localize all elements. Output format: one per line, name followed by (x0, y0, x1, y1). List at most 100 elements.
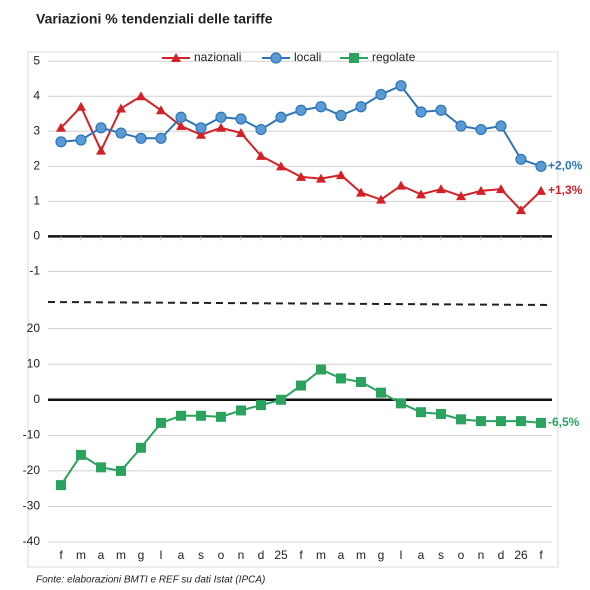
marker (136, 442, 146, 453)
x-tick-label: m (116, 548, 126, 562)
y-tick-label: -30 (23, 499, 41, 513)
y-tick-label: 20 (27, 321, 41, 335)
marker (476, 416, 486, 427)
marker (96, 462, 106, 473)
legend-label: locali (294, 50, 321, 64)
marker (95, 122, 107, 134)
marker (336, 170, 346, 180)
marker (536, 185, 546, 195)
marker (295, 104, 307, 116)
marker (535, 160, 547, 172)
x-tick-label: a (98, 548, 105, 562)
end-label: -6,5% (548, 415, 580, 429)
marker (76, 101, 86, 111)
y-tick-label: 0 (33, 392, 40, 406)
marker (275, 111, 287, 123)
marker (215, 111, 227, 123)
marker (256, 400, 266, 411)
x-tick-label: f (299, 548, 303, 562)
marker (135, 132, 147, 144)
legend-label: regolate (372, 50, 416, 64)
marker (256, 150, 266, 160)
y-tick-label: -1 (29, 264, 40, 278)
marker (56, 480, 66, 491)
marker (455, 120, 467, 132)
marker (236, 405, 246, 416)
marker (196, 129, 206, 139)
marker (356, 187, 366, 197)
marker (456, 191, 466, 201)
x-tick-label: f (539, 548, 543, 562)
marker (355, 101, 367, 113)
x-tick-label: 25 (274, 548, 288, 562)
marker (296, 380, 306, 391)
marker (436, 184, 446, 194)
y-tick-label: 1 (33, 194, 40, 208)
marker (270, 52, 282, 64)
marker (255, 123, 267, 136)
x-tick-label: l (400, 548, 403, 562)
marker (276, 394, 286, 405)
x-tick-label: o (218, 548, 225, 562)
y-tick-label: 2 (33, 159, 40, 173)
marker (356, 377, 366, 387)
marker (376, 387, 386, 398)
marker (475, 123, 487, 136)
marker (476, 185, 486, 195)
separator (47, 301, 553, 306)
x-tick-label: d (258, 548, 265, 562)
marker (116, 103, 126, 113)
x-tick-label: a (338, 548, 345, 562)
x-tick-label: g (138, 548, 145, 562)
y-tick-label: 5 (33, 53, 40, 67)
marker (496, 416, 506, 427)
marker (171, 53, 181, 62)
marker (395, 80, 407, 92)
x-tick-label: a (178, 548, 185, 562)
marker (516, 416, 526, 427)
x-tick-label: 26 (514, 548, 528, 562)
marker (416, 189, 426, 199)
y-tick-label: -20 (23, 463, 41, 477)
marker (56, 122, 66, 132)
marker (456, 414, 466, 425)
marker (196, 410, 206, 421)
marker (115, 127, 127, 139)
y-tick-label: -40 (23, 534, 41, 548)
marker (495, 120, 507, 132)
marker (76, 449, 86, 460)
series-line (60, 84, 542, 168)
marker (96, 145, 106, 155)
x-tick-label: n (478, 548, 485, 562)
marker (296, 171, 306, 181)
marker (416, 407, 426, 418)
x-tick-label: m (76, 548, 86, 562)
marker (116, 465, 126, 476)
frame (27, 51, 559, 568)
marker (515, 153, 527, 165)
marker (349, 53, 359, 63)
end-label: +1,3% (548, 183, 583, 197)
marker (396, 398, 406, 409)
marker (336, 373, 346, 384)
x-tick-label: s (198, 548, 204, 562)
marker (315, 101, 327, 113)
x-tick-label: s (438, 548, 444, 562)
marker (156, 105, 166, 115)
source: Fonte: elaborazioni BMTI e REF su dati I… (36, 575, 265, 586)
y-tick-label: 3 (33, 123, 40, 137)
x-tick-label: a (418, 548, 425, 562)
x-tick-label: m (316, 548, 326, 562)
marker (155, 132, 167, 144)
x-tick-label: o (458, 548, 465, 562)
marker (276, 161, 286, 171)
marker (536, 417, 546, 428)
marker (156, 417, 166, 428)
marker (316, 364, 326, 375)
marker (435, 104, 447, 116)
chart-title: Variazioni % tendenziali delle tariffe (36, 11, 273, 27)
marker (55, 136, 67, 148)
marker (75, 134, 87, 146)
legend-label: nazionali (194, 50, 241, 64)
